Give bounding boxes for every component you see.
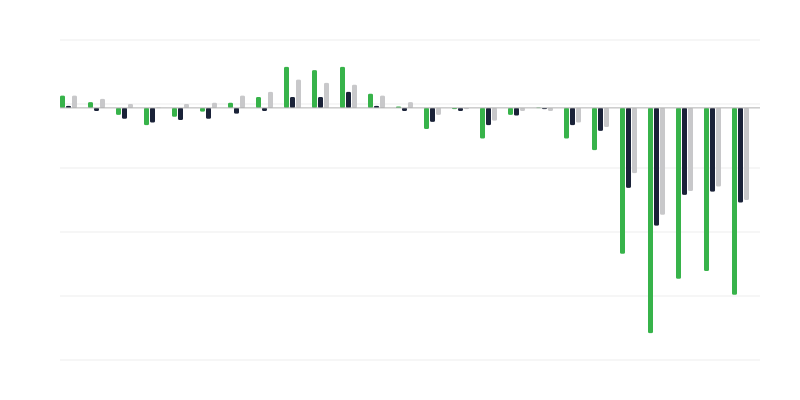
bar-series3-13 — [408, 102, 413, 108]
bar-series2-16 — [486, 107, 491, 126]
bar-series2-19 — [570, 107, 575, 126]
bar-series3-17 — [520, 107, 525, 112]
bar-series2-13 — [402, 107, 407, 112]
bar-series2-10 — [318, 96, 323, 108]
bar-series3-6 — [212, 102, 217, 108]
bar-series3-9 — [296, 79, 301, 108]
bar-series1-21 — [620, 107, 625, 254]
bar-series2-17 — [514, 107, 519, 116]
bar-series1-8 — [256, 96, 261, 108]
bar-series1-14 — [424, 107, 429, 129]
bar-series1-22 — [648, 107, 653, 334]
bar-series3-8 — [268, 91, 273, 108]
bar-series3-2 — [100, 98, 105, 108]
bar-series1-1 — [60, 95, 65, 108]
bar-series2-21 — [626, 107, 631, 188]
bar-series1-2 — [88, 102, 93, 108]
bar-series3-11 — [352, 84, 357, 108]
bar-series2-22 — [654, 107, 659, 226]
bar-series1-23 — [676, 107, 681, 279]
bar-series2-6 — [206, 107, 211, 119]
bar-series3-18 — [548, 107, 553, 112]
bar-series1-7 — [228, 102, 233, 108]
bar-series1-25 — [732, 107, 737, 295]
bar-series3-25 — [744, 107, 749, 200]
bar-series2-24 — [710, 107, 715, 192]
bars — [60, 66, 749, 334]
bar-series1-6 — [200, 107, 205, 112]
bar-series3-1 — [72, 95, 77, 108]
bar-series3-10 — [324, 82, 329, 108]
bar-series1-5 — [172, 107, 177, 117]
bar-series3-14 — [436, 107, 441, 115]
bar-series1-17 — [508, 107, 513, 115]
bar-series2-9 — [290, 96, 295, 108]
bar-series2-20 — [598, 107, 603, 131]
bar-series1-3 — [116, 107, 121, 115]
bar-series1-12 — [368, 93, 373, 108]
bar-series3-7 — [240, 95, 245, 108]
bar-series3-12 — [380, 95, 385, 108]
bar-series2-14 — [430, 107, 435, 122]
bar-series2-8 — [262, 107, 267, 112]
bar-series3-21 — [632, 107, 637, 174]
gridlines — [60, 39, 760, 361]
bar-series3-24 — [716, 107, 721, 187]
bar-series2-23 — [682, 107, 687, 195]
bar-series1-9 — [284, 66, 289, 108]
bar-series2-25 — [738, 107, 743, 203]
bar-series3-19 — [576, 107, 581, 123]
bar-series1-4 — [144, 107, 149, 126]
bar-series2-3 — [122, 107, 127, 119]
bar-series3-20 — [604, 107, 609, 128]
bar-series3-22 — [660, 107, 665, 215]
bar-series3-5 — [184, 104, 189, 108]
bar-series2-15 — [458, 107, 463, 112]
bar-series2-5 — [178, 107, 183, 120]
bar-series2-2 — [94, 107, 99, 112]
bar-series1-10 — [312, 70, 317, 108]
bar-series2-4 — [150, 107, 155, 123]
bar-series1-16 — [480, 107, 485, 139]
bar-series1-20 — [592, 107, 597, 151]
bar-series3-23 — [688, 107, 693, 192]
bar-series2-7 — [234, 107, 239, 114]
bar-series3-3 — [128, 104, 133, 108]
bar-series2-11 — [346, 91, 351, 108]
bar-series1-11 — [340, 66, 345, 108]
bar-series3-16 — [492, 107, 497, 121]
bar-series1-24 — [704, 107, 709, 272]
bar-series1-19 — [564, 107, 569, 139]
